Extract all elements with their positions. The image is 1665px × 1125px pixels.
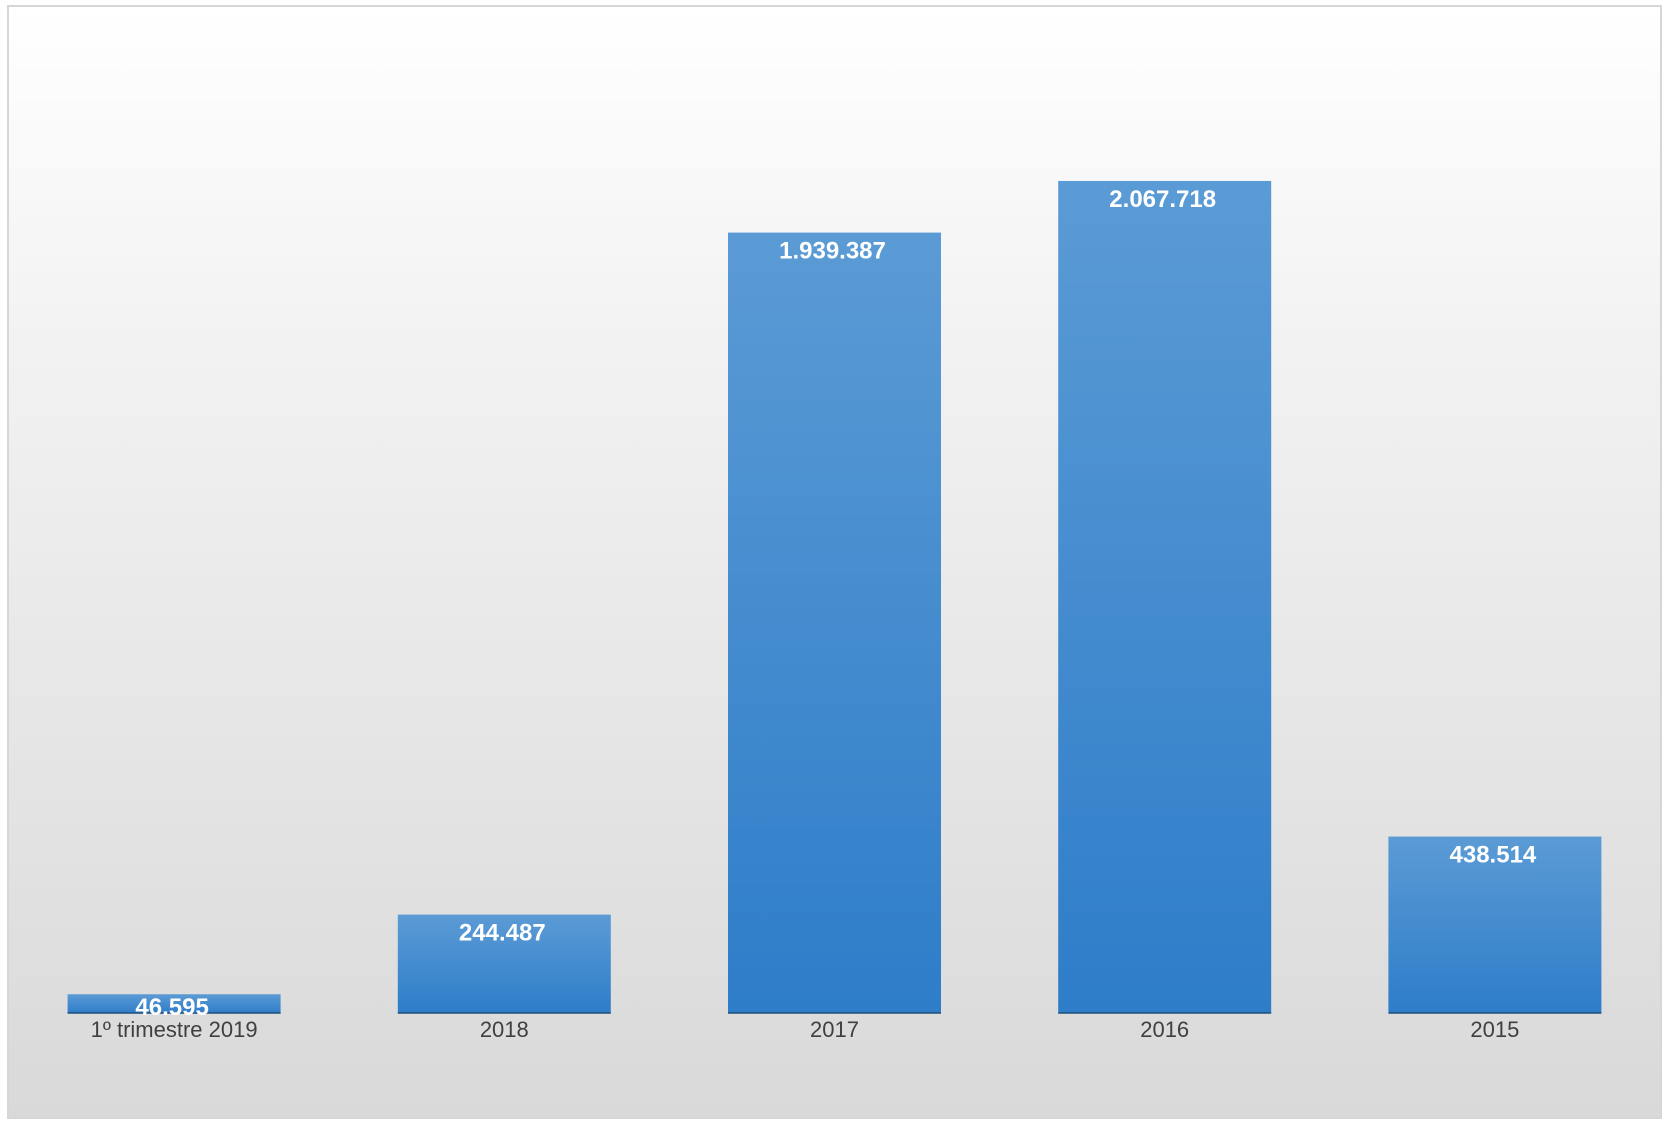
bar-value-label-0: 46.595 xyxy=(135,994,208,1021)
bar-4 xyxy=(1388,836,1602,1013)
value-labels-group: 46.595 244.487 1.939.387 2.067.718 438.514 xyxy=(135,186,1537,1021)
chart-area: 46.595 244.487 1.939.387 2.067.718 438.514 1… xyxy=(7,5,1662,1119)
category-label-3: 2016 xyxy=(1140,1017,1189,1042)
category-labels-group: 1º trimestre 2019 2018 2017 2016 2015 xyxy=(91,1017,1520,1042)
bar-1 xyxy=(397,914,611,1013)
bar-value-label-3: 2.067.718 xyxy=(1109,186,1216,213)
bar-chart: 46.595 244.487 1.939.387 2.067.718 438.514 1… xyxy=(67,180,1602,1042)
category-label-4: 2015 xyxy=(1470,1017,1519,1042)
bar-3 xyxy=(1058,180,1272,1014)
category-label-0: 1º trimestre 2019 xyxy=(91,1017,258,1042)
bar-2 xyxy=(728,232,941,1013)
category-label-1: 2018 xyxy=(480,1017,529,1042)
bar-0 xyxy=(67,994,281,1013)
bars-group xyxy=(67,180,1602,1014)
bar-value-label-4: 438.514 xyxy=(1450,842,1537,869)
category-label-2: 2017 xyxy=(810,1017,859,1042)
bar-value-label-2: 1.939.387 xyxy=(779,238,886,265)
bar-value-label-1: 244.487 xyxy=(459,920,546,947)
